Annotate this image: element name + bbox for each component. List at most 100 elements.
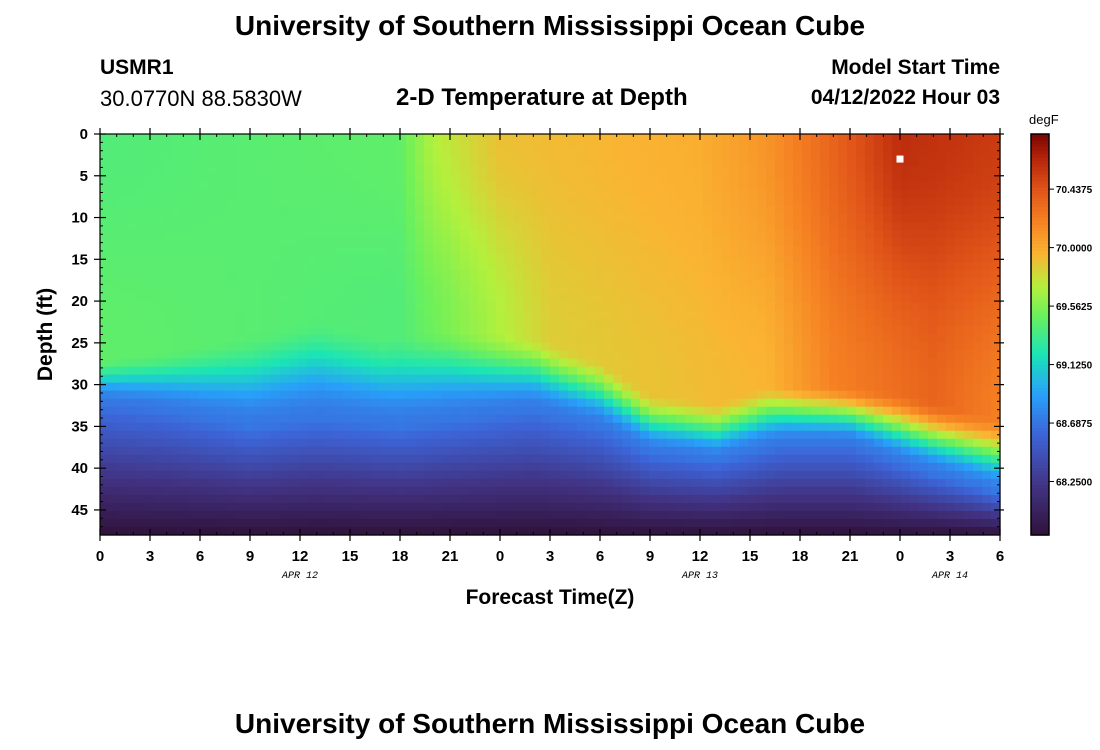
heatmap-cell bbox=[388, 334, 398, 344]
heatmap-cell bbox=[325, 134, 335, 143]
heatmap-cell bbox=[388, 166, 398, 175]
heatmap-cell bbox=[478, 470, 488, 480]
heatmap-cell bbox=[190, 198, 200, 207]
heatmap-cell bbox=[172, 422, 182, 432]
heatmap-cell bbox=[559, 166, 569, 175]
heatmap-cell bbox=[208, 278, 218, 287]
heatmap-cell bbox=[811, 382, 821, 392]
heatmap-cell bbox=[307, 446, 317, 456]
heatmap-cell bbox=[415, 142, 425, 151]
heatmap-cell bbox=[460, 350, 470, 360]
heatmap-cell bbox=[820, 446, 830, 456]
heatmap-cell bbox=[397, 174, 407, 183]
heatmap-cell bbox=[298, 318, 308, 328]
heatmap-cell bbox=[721, 214, 731, 223]
heatmap-cell bbox=[685, 414, 695, 424]
heatmap-cell bbox=[244, 302, 254, 312]
heatmap-cell bbox=[235, 270, 245, 279]
heatmap-cell bbox=[748, 398, 758, 408]
heatmap-cell bbox=[190, 286, 200, 295]
heatmap-cell bbox=[946, 190, 956, 199]
heatmap-cell bbox=[838, 470, 848, 480]
heatmap-cell bbox=[784, 190, 794, 199]
heatmap-cell bbox=[739, 254, 749, 263]
heatmap-cell bbox=[523, 166, 533, 175]
heatmap-cell bbox=[658, 182, 668, 191]
heatmap-cell bbox=[253, 270, 263, 279]
heatmap-cell bbox=[811, 222, 821, 231]
heatmap-cell bbox=[541, 318, 551, 328]
heatmap-cell bbox=[586, 246, 596, 255]
heatmap-cell bbox=[640, 414, 650, 424]
heatmap-cell bbox=[208, 310, 218, 320]
heatmap-cell bbox=[397, 422, 407, 432]
heatmap-cell bbox=[244, 214, 254, 223]
heatmap-cell bbox=[217, 278, 227, 287]
heatmap-cell bbox=[604, 318, 614, 328]
heatmap-cell bbox=[892, 310, 902, 320]
heatmap-cell bbox=[415, 406, 425, 416]
heatmap-cell bbox=[766, 294, 776, 304]
heatmap-cell bbox=[766, 358, 776, 368]
heatmap-cell bbox=[397, 318, 407, 328]
heatmap-cell bbox=[478, 142, 488, 151]
heatmap-cell bbox=[973, 190, 983, 199]
heatmap-cell bbox=[937, 326, 947, 336]
heatmap-cell bbox=[694, 502, 704, 512]
heatmap-cell bbox=[226, 494, 236, 504]
heatmap-cell bbox=[343, 478, 353, 488]
heatmap-cell bbox=[109, 206, 119, 215]
heatmap-cell bbox=[757, 182, 767, 191]
heatmap-cell bbox=[127, 238, 137, 247]
heatmap-cell bbox=[460, 334, 470, 344]
heatmap-cell bbox=[442, 390, 452, 400]
heatmap-cell bbox=[955, 518, 965, 528]
heatmap-cell bbox=[847, 486, 857, 496]
heatmap-cell bbox=[946, 366, 956, 376]
heatmap-cell bbox=[550, 398, 560, 408]
heatmap-cell bbox=[145, 318, 155, 328]
heatmap-cell bbox=[820, 230, 830, 239]
heatmap-cell bbox=[289, 214, 299, 223]
heatmap-cell bbox=[433, 158, 443, 167]
heatmap-cell bbox=[460, 214, 470, 223]
heatmap-cell bbox=[739, 326, 749, 336]
heatmap-cell bbox=[478, 134, 488, 143]
heatmap-cell bbox=[856, 478, 866, 488]
heatmap-cell bbox=[955, 470, 965, 480]
heatmap-cell bbox=[856, 358, 866, 368]
heatmap-cell bbox=[739, 486, 749, 496]
heatmap-cell bbox=[847, 302, 857, 312]
heatmap-cell bbox=[748, 462, 758, 472]
heatmap-cell bbox=[217, 174, 227, 183]
heatmap-cell bbox=[433, 382, 443, 392]
heatmap-cell bbox=[163, 294, 173, 304]
heatmap-cell bbox=[748, 198, 758, 207]
heatmap-cell bbox=[280, 438, 290, 448]
heatmap-cell bbox=[622, 294, 632, 304]
heatmap-cell bbox=[406, 158, 416, 167]
heatmap-cell bbox=[658, 286, 668, 295]
heatmap-cell bbox=[667, 262, 677, 271]
heatmap-cell bbox=[253, 350, 263, 360]
heatmap-cell bbox=[937, 158, 947, 167]
heatmap-cell bbox=[217, 222, 227, 231]
heatmap-cell bbox=[163, 214, 173, 223]
heatmap-cell bbox=[937, 214, 947, 223]
heatmap-cell bbox=[316, 142, 326, 151]
heatmap-cell bbox=[694, 270, 704, 279]
heatmap-cell bbox=[442, 406, 452, 416]
heatmap-cell bbox=[532, 190, 542, 199]
heatmap-cell bbox=[262, 214, 272, 223]
heatmap-cell bbox=[847, 446, 857, 456]
heatmap-cell bbox=[190, 182, 200, 191]
heatmap-cell bbox=[955, 150, 965, 159]
heatmap-cell bbox=[352, 430, 362, 440]
heatmap-cell bbox=[901, 382, 911, 392]
heatmap-cell bbox=[496, 494, 506, 504]
heatmap-cell bbox=[181, 182, 191, 191]
heatmap-cell bbox=[388, 382, 398, 392]
heatmap-cell bbox=[442, 342, 452, 352]
heatmap-cell bbox=[982, 398, 992, 408]
heatmap-cell bbox=[865, 254, 875, 263]
